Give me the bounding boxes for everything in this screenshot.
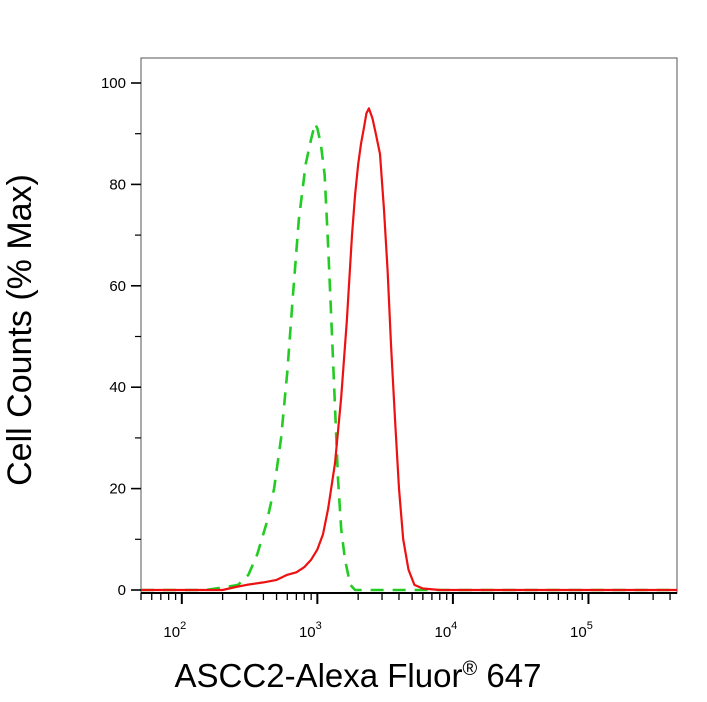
x-axis-title: ASCC2-Alexa Fluor® 647: [175, 657, 542, 694]
series-2-curve: [141, 107, 677, 592]
x-tick-label: 102: [163, 620, 186, 641]
x-title-registered: ®: [462, 658, 477, 680]
x-tick-label: 103: [299, 620, 322, 641]
y-axis: 0 20 40 60 80 100: [101, 75, 141, 599]
y-tick-label: 60: [109, 278, 126, 295]
x-tick-label: 105: [570, 620, 593, 641]
y-axis-title: Cell Counts (% Max): [1, 174, 39, 486]
plot-frame: [140, 57, 678, 594]
x-axis: 102 103 104 105: [140, 592, 677, 641]
series-1-curve: [141, 122, 677, 592]
series-layer: [141, 107, 677, 592]
y-tick-label: 80: [109, 176, 126, 193]
x-tick-label: 104: [434, 620, 457, 641]
x-title-suffix: 647: [477, 657, 541, 694]
x-title-main: ASCC2-Alexa Fluor: [175, 657, 463, 694]
y-tick-label: 0: [118, 582, 126, 599]
y-tick-label: 20: [109, 481, 126, 498]
y-tick-label: 40: [109, 379, 126, 396]
y-tick-label: 100: [101, 75, 126, 92]
